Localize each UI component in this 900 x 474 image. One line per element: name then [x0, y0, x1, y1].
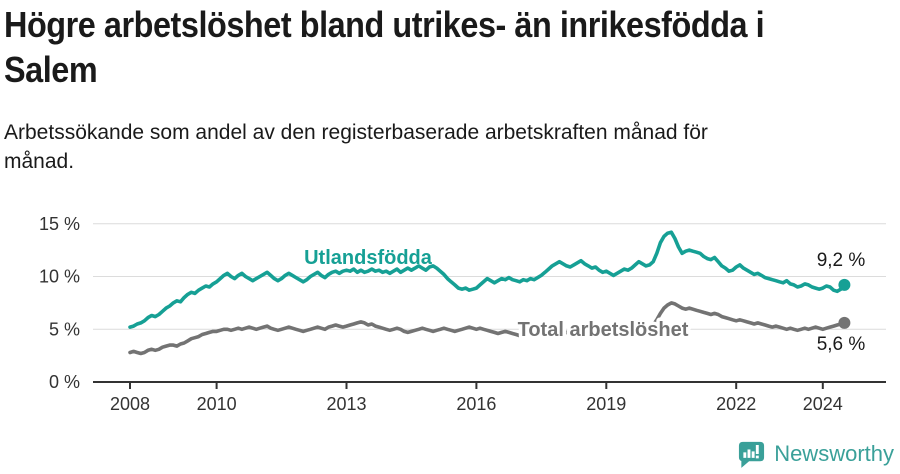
- x-tick-label: 2024: [803, 394, 843, 414]
- series-label-total-arbetsloshet: Total arbetslöshet: [518, 319, 689, 341]
- end-value-label-total: 5,6 %: [817, 334, 866, 355]
- brand-name: Newsworthy: [774, 441, 894, 466]
- series-label-utlandsfodda: Utlandsfödda: [304, 247, 433, 269]
- x-tick-label: 2019: [586, 394, 626, 414]
- x-tick-label: 2013: [326, 394, 366, 414]
- gridlines-group: 0 % 5 % 10 % 15 %: [39, 214, 886, 392]
- y-tick-label: 10 %: [39, 267, 80, 287]
- y-tick-label: 5 %: [49, 319, 80, 339]
- x-axis-group: 2008 2010 2013 2016 2019 2022 2024: [93, 381, 886, 414]
- x-tick-label: 2010: [197, 394, 237, 414]
- page-title: Högre arbetslöshet bland utrikes- än inr…: [4, 4, 765, 90]
- series-group: [128, 230, 851, 356]
- x-tick-label: 2022: [716, 394, 756, 414]
- y-tick-label: 15 %: [39, 214, 80, 234]
- newsworthy-logo-icon: [739, 441, 765, 468]
- series-line: [128, 301, 847, 356]
- x-tick-label: 2016: [456, 394, 496, 414]
- y-tick-label: 0 %: [49, 372, 80, 392]
- end-value-label-utlandsfodda: 9,2 %: [817, 250, 866, 271]
- x-tick-label: 2008: [110, 394, 150, 414]
- series-end-dot: [838, 278, 851, 291]
- footer-branding: Newsworthy: [737, 439, 894, 469]
- series-end-dot: [838, 316, 851, 329]
- series-line: [128, 230, 847, 329]
- chart-subtitle: Arbetssökande som andel av den registerb…: [4, 121, 708, 173]
- unemployment-line-chart: 0 %5 %10 %15 % 2008 2010 2013 2016 2019 2022 2…: [39, 214, 886, 414]
